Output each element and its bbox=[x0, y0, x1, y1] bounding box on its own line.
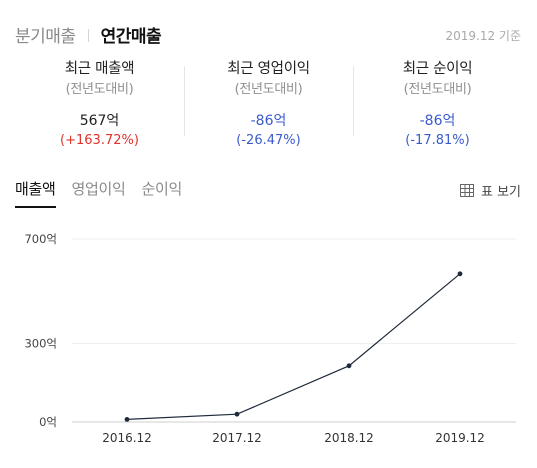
tab-operating-profit[interactable]: 영업이익 bbox=[71, 180, 126, 198]
data-point bbox=[457, 271, 463, 277]
metric-tabs: 매출액 영업이익 순이익 bbox=[15, 178, 198, 208]
data-point bbox=[346, 363, 352, 369]
summary-title: 최근 매출액 bbox=[64, 61, 135, 77]
table-icon bbox=[459, 184, 474, 197]
x-tick-label: 2019.12 bbox=[435, 431, 485, 445]
y-tick-label: 0억 bbox=[39, 415, 57, 429]
x-tick-label: 2016.12 bbox=[102, 431, 152, 445]
summary-subtitle: (전년도대비) bbox=[403, 82, 472, 97]
revenue-line-chart: 0억 300억 700억 2016.12 2017.12 2018.12 2019.12 bbox=[24, 232, 516, 445]
x-tick-label: 2018.12 bbox=[324, 431, 374, 445]
data-point bbox=[234, 411, 240, 417]
summary-subtitle: (전년도대비) bbox=[234, 82, 303, 97]
summary-change: (-17.81%) bbox=[405, 133, 470, 148]
summary-value: -86억 bbox=[250, 113, 287, 129]
summary-subtitle: (전년도대비) bbox=[65, 82, 134, 97]
series-line bbox=[126, 273, 461, 420]
summary-change: (-26.47%) bbox=[236, 133, 301, 148]
summary-title: 최근 영업이익 bbox=[227, 61, 310, 77]
summary-value: -86억 bbox=[419, 113, 456, 129]
table-view-label: 표 보기 bbox=[480, 185, 521, 200]
summary-value: 567억 bbox=[79, 113, 120, 129]
y-tick-label: 300억 bbox=[24, 337, 57, 351]
x-tick-label: 2017.12 bbox=[212, 431, 262, 445]
tab-divider bbox=[87, 28, 89, 42]
tab-net-income[interactable]: 순이익 bbox=[141, 180, 183, 198]
table-view-button[interactable]: 표 보기 bbox=[459, 181, 521, 200]
tab-quarterly-sales[interactable]: 분기매출 bbox=[15, 26, 76, 47]
summary-title: 최근 순이익 bbox=[402, 61, 473, 77]
summary-operating-profit: 최근 영업이익 (전년도대비) -86억 (-26.47%) bbox=[184, 58, 353, 148]
tab-annual-sales[interactable]: 연간매출 bbox=[100, 26, 162, 47]
summary-panel: 최근 매출액 (전년도대비) 567억 (+163.72%) 최근 영업이익 (… bbox=[15, 58, 522, 148]
y-tick-label: 700억 bbox=[24, 232, 57, 246]
tab-revenue[interactable]: 매출액 bbox=[15, 178, 56, 208]
summary-change: (+163.72%) bbox=[60, 133, 139, 148]
period-tabs: 분기매출 연간매출 bbox=[15, 22, 162, 47]
summary-revenue: 최근 매출액 (전년도대비) 567억 (+163.72%) bbox=[15, 58, 184, 148]
data-point bbox=[124, 417, 130, 422]
basis-date: 2019.12 기준 bbox=[445, 29, 521, 43]
summary-net-income: 최근 순이익 (전년도대비) -86억 (-17.81%) bbox=[353, 58, 522, 148]
